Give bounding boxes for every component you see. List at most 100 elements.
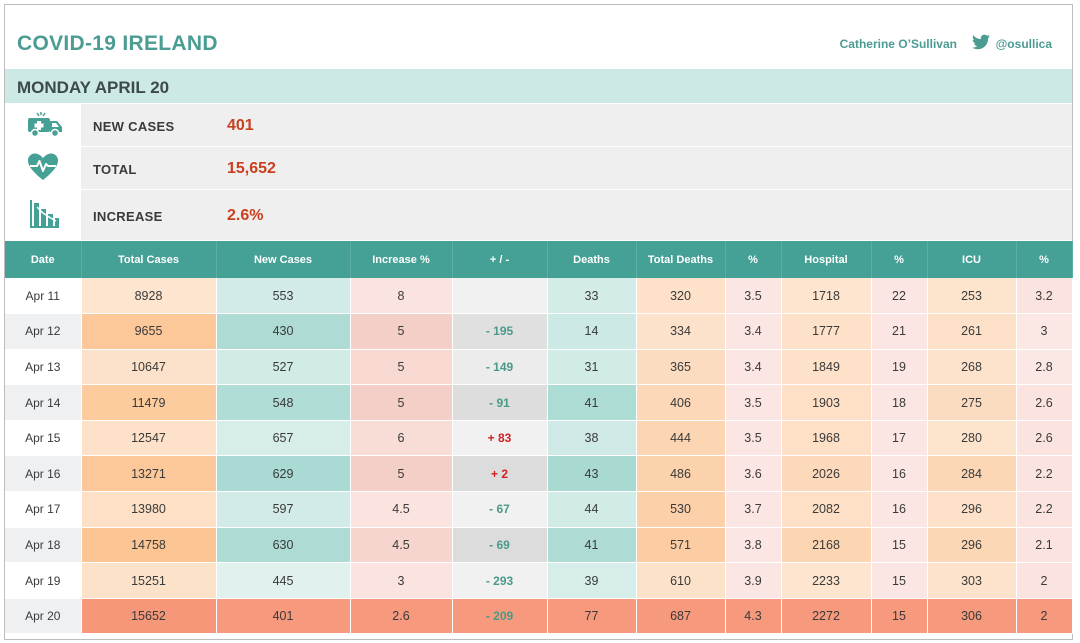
cell-total-cases: 15652 <box>81 598 217 635</box>
cell-new-cases: 629 <box>216 455 351 493</box>
cell-hospital: 2026 <box>781 455 872 493</box>
cell-total-deaths: 444 <box>636 420 726 457</box>
cell-total-deaths: 571 <box>636 527 726 564</box>
cell-hospital: 2233 <box>781 562 872 599</box>
table-row: Apr 18 14758 630 4.5- 69 41 571 3.8 2168 15 296 2.… <box>5 527 1073 564</box>
table-row: Apr 17 13980 597 4.5- 67 44 530 3.7 2082 16 296 2.… <box>5 491 1073 528</box>
cell-hospital-pct: 15 <box>871 527 928 564</box>
cell-icu-pct: 2 <box>1016 598 1073 635</box>
twitter-handle[interactable]: @osullica <box>995 37 1052 51</box>
cell-increase-pct: 3 <box>350 562 453 599</box>
cell-icu: 261 <box>927 313 1017 350</box>
cell-change: - 209 <box>452 598 548 635</box>
column-header-change: + / - <box>452 241 548 278</box>
column-header-hospital: Hospital <box>781 241 872 278</box>
cell-icu: 306 <box>927 598 1017 635</box>
cell-total-cases: 13271 <box>81 455 217 493</box>
column-header-new-cases: New Cases <box>216 241 351 278</box>
cell-icu: 268 <box>927 349 1017 386</box>
cell-icu-pct: 2.6 <box>1016 384 1073 421</box>
cell-icu: 253 <box>927 278 1017 315</box>
cell-icu-pct: 2.8 <box>1016 349 1073 386</box>
cell-total-cases: 15251 <box>81 562 217 599</box>
cell-hospital-pct: 19 <box>871 349 928 386</box>
table-row: Apr 12 9655 430 5- 195 14 334 3.4 1777 21 261 3 <box>5 313 1073 350</box>
cell-increase-pct: 4.5 <box>350 527 453 564</box>
daily-data-table: Date Total Cases New Cases Increase % + / -D… <box>5 241 1073 635</box>
cell-date: Apr 15 <box>5 420 82 457</box>
column-header-total-deaths: Total Deaths <box>636 241 726 278</box>
cell-deaths-pct: 3.4 <box>725 313 782 350</box>
cell-hospital: 1718 <box>781 278 872 315</box>
infographic-frame <box>4 4 1073 640</box>
twitter-bird-icon[interactable] <box>972 34 990 50</box>
cell-new-cases: 430 <box>216 313 351 350</box>
cell-new-cases: 401 <box>216 598 351 635</box>
cell-hospital-pct: 15 <box>871 598 928 635</box>
stat-label: TOTAL <box>93 162 137 177</box>
cell-total-cases: 8928 <box>81 278 217 315</box>
cell-icu-pct: 2.1 <box>1016 527 1073 564</box>
cell-increase-pct: 5 <box>350 455 453 493</box>
cell-change: - 293 <box>452 562 548 599</box>
cell-increase-pct: 5 <box>350 313 453 350</box>
column-header-deaths-pct: % <box>725 241 782 278</box>
cell-deaths: 41 <box>547 384 637 421</box>
author-name: Catherine O’Sullivan <box>839 37 957 51</box>
column-header-increase-pct: Increase % <box>350 241 453 278</box>
cell-hospital-pct: 18 <box>871 384 928 421</box>
cell-hospital-pct: 16 <box>871 455 928 493</box>
cell-total-cases: 12547 <box>81 420 217 457</box>
cell-hospital: 2082 <box>781 491 872 528</box>
table-row: Apr 19 15251 445 3- 293 39 610 3.9 2233 15 303 2 <box>5 562 1073 599</box>
cell-deaths-pct: 4.3 <box>725 598 782 635</box>
cell-date: Apr 12 <box>5 313 82 350</box>
cell-increase-pct: 8 <box>350 278 453 315</box>
cell-hospital: 1777 <box>781 313 872 350</box>
column-header-date: Date <box>5 241 82 278</box>
stat-row-new-cases: NEW CASES 401 <box>5 104 1072 146</box>
cell-date: Apr 13 <box>5 349 82 386</box>
cell-hospital-pct: 21 <box>871 313 928 350</box>
cell-increase-pct: 6 <box>350 420 453 457</box>
cell-new-cases: 630 <box>216 527 351 564</box>
cell-icu: 275 <box>927 384 1017 421</box>
cell-icu-pct: 3.2 <box>1016 278 1073 315</box>
table-row: Apr 15 12547 657 6 + 83 38 444 3.5 1968 17 280 2.6 <box>5 420 1073 457</box>
cell-icu: 303 <box>927 562 1017 599</box>
cell-hospital-pct: 16 <box>871 491 928 528</box>
cell-deaths-pct: 3.6 <box>725 455 782 493</box>
cell-total-deaths: 530 <box>636 491 726 528</box>
cell-deaths: 43 <box>547 455 637 493</box>
cell-total-cases: 9655 <box>81 313 217 350</box>
cell-new-cases: 548 <box>216 384 351 421</box>
cell-deaths-pct: 3.8 <box>725 527 782 564</box>
cell-increase-pct: 5 <box>350 349 453 386</box>
cell-change: - 91 <box>452 384 548 421</box>
cell-increase-pct: 4.5 <box>350 491 453 528</box>
cell-total-deaths: 334 <box>636 313 726 350</box>
table-body: Apr 11 8928 553 8 33 320 3.5 1718 22 253 3.2 Apr 12… <box>5 278 1073 635</box>
cell-change: + 2 <box>452 455 548 493</box>
cell-deaths: 14 <box>547 313 637 350</box>
cell-icu-pct: 2.2 <box>1016 491 1073 528</box>
date-banner: MONDAY APRIL 20 <box>5 69 1072 103</box>
column-header-deaths: Deaths <box>547 241 637 278</box>
stat-label: NEW CASES <box>93 119 175 134</box>
cell-date: Apr 18 <box>5 527 82 564</box>
stat-label: INCREASE <box>93 209 163 224</box>
stat-value: 401 <box>227 117 254 134</box>
stat-row-total: TOTAL 15,652 <box>5 147 1072 189</box>
cell-new-cases: 553 <box>216 278 351 315</box>
stat-value: 2.6% <box>227 207 264 224</box>
cell-change: - 69 <box>452 527 548 564</box>
table-row: Apr 13 10647 527 5- 149 31 365 3.4 1849 19 268 2.8 <box>5 349 1073 386</box>
cell-deaths-pct: 3.5 <box>725 384 782 421</box>
cell-deaths-pct: 3.5 <box>725 420 782 457</box>
cell-hospital: 2272 <box>781 598 872 635</box>
table-row: Apr 14 11479 548 5- 91 41 406 3.5 1903 18 275 2.6 <box>5 384 1073 421</box>
cell-icu: 296 <box>927 527 1017 564</box>
cell-icu-pct: 2.6 <box>1016 420 1073 457</box>
cell-total-deaths: 610 <box>636 562 726 599</box>
cell-deaths: 41 <box>547 527 637 564</box>
